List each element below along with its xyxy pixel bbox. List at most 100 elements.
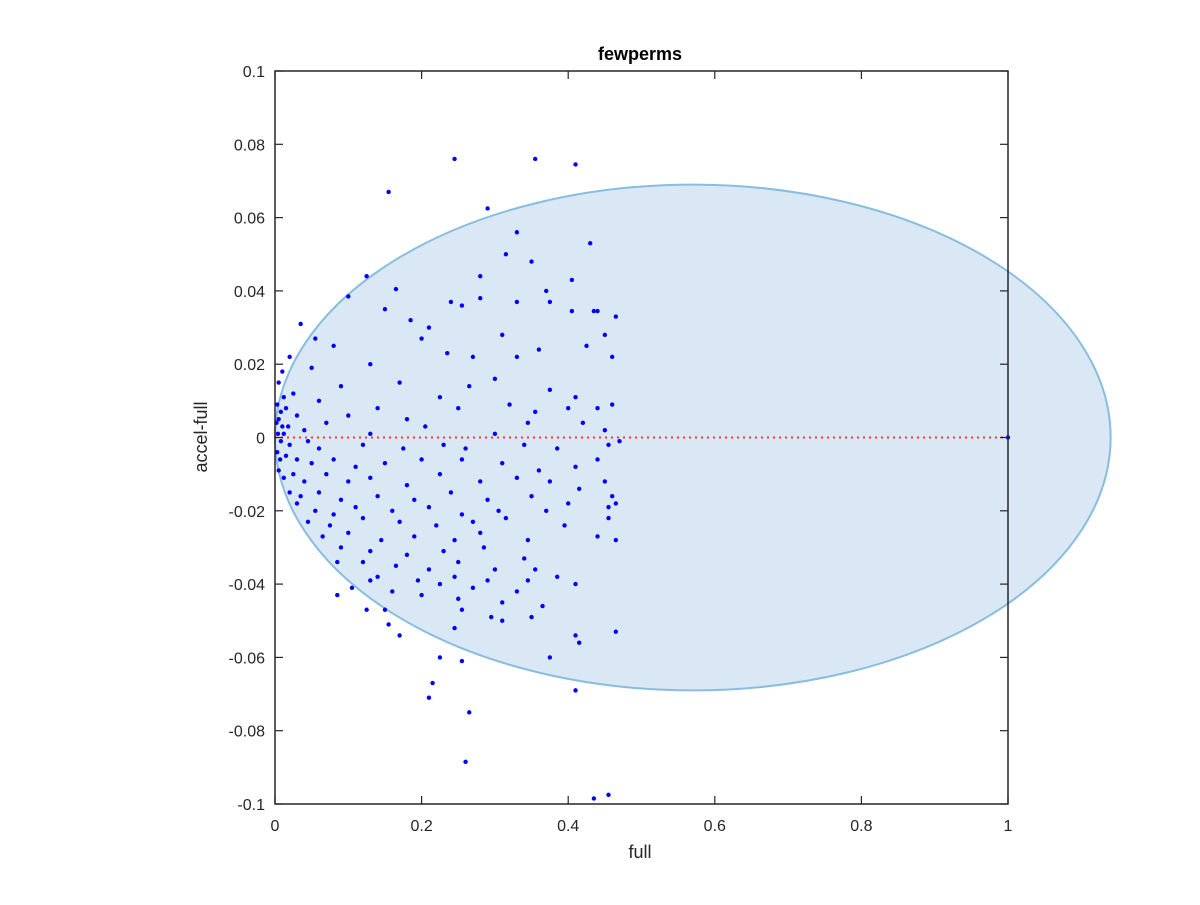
data-point bbox=[514, 299, 520, 305]
data-point bbox=[353, 504, 358, 510]
data-point bbox=[415, 578, 421, 583]
data-point bbox=[609, 402, 615, 407]
data-point bbox=[514, 230, 520, 235]
data-point bbox=[467, 383, 472, 389]
data-point bbox=[324, 420, 329, 426]
data-point bbox=[500, 332, 505, 338]
data-point bbox=[364, 607, 369, 612]
data-point bbox=[606, 442, 611, 448]
y-axis-label: accel-full bbox=[191, 401, 211, 472]
data-point bbox=[368, 362, 373, 367]
data-point bbox=[276, 416, 281, 422]
data-point bbox=[274, 449, 280, 455]
data-point bbox=[346, 479, 351, 484]
data-point bbox=[327, 523, 333, 528]
data-point bbox=[555, 574, 560, 579]
data-point bbox=[298, 493, 303, 499]
data-point bbox=[285, 424, 291, 429]
data-point bbox=[591, 308, 597, 314]
y-tick-label: 0.08 bbox=[234, 137, 265, 154]
data-point bbox=[448, 299, 454, 305]
data-point bbox=[522, 556, 527, 561]
data-point bbox=[423, 424, 428, 429]
x-tick-label: 0.8 bbox=[850, 818, 872, 835]
data-point bbox=[338, 383, 344, 389]
data-point bbox=[441, 442, 446, 448]
y-tick-label: -0.02 bbox=[229, 504, 266, 521]
data-point bbox=[514, 354, 520, 360]
data-point bbox=[281, 475, 286, 481]
data-point bbox=[489, 614, 494, 620]
data-point bbox=[397, 380, 402, 385]
data-point bbox=[500, 460, 505, 466]
data-point bbox=[401, 446, 406, 451]
data-point bbox=[294, 501, 300, 506]
data-point bbox=[437, 471, 443, 477]
y-tick-label: 0.04 bbox=[234, 284, 265, 301]
x-tick-label: 0.6 bbox=[704, 818, 726, 835]
data-point bbox=[478, 296, 483, 301]
data-point bbox=[298, 321, 303, 327]
data-point bbox=[609, 354, 615, 360]
data-point bbox=[386, 622, 391, 627]
data-point bbox=[606, 504, 611, 510]
data-point bbox=[463, 759, 468, 765]
data-point bbox=[485, 578, 490, 583]
data-point bbox=[346, 413, 351, 418]
data-point bbox=[492, 376, 498, 382]
data-point bbox=[525, 537, 531, 543]
data-point bbox=[470, 519, 476, 524]
data-point bbox=[393, 286, 399, 292]
data-point bbox=[481, 545, 487, 550]
data-point bbox=[569, 308, 575, 314]
data-point bbox=[580, 420, 586, 426]
data-point bbox=[368, 548, 373, 554]
data-point bbox=[617, 438, 622, 444]
data-point bbox=[412, 497, 417, 503]
data-point bbox=[573, 633, 578, 638]
data-point bbox=[470, 354, 476, 360]
x-tick-label: 0.2 bbox=[410, 818, 432, 835]
data-point bbox=[426, 325, 432, 330]
data-point bbox=[613, 501, 619, 506]
data-point bbox=[514, 475, 520, 481]
data-point bbox=[349, 585, 355, 590]
data-point bbox=[456, 596, 461, 601]
data-point bbox=[397, 519, 402, 524]
data-point bbox=[287, 490, 292, 495]
data-point bbox=[544, 508, 549, 513]
data-point bbox=[430, 680, 435, 686]
x-tick-label: 0.4 bbox=[557, 818, 579, 835]
data-point bbox=[525, 420, 531, 426]
data-point bbox=[375, 574, 380, 579]
data-point bbox=[324, 471, 329, 477]
data-point bbox=[335, 592, 340, 598]
data-point bbox=[459, 457, 465, 462]
data-point bbox=[302, 479, 307, 484]
data-point bbox=[459, 607, 465, 612]
data-point bbox=[500, 600, 505, 605]
data-point bbox=[533, 156, 538, 162]
data-point bbox=[305, 519, 311, 524]
data-point bbox=[276, 380, 281, 385]
data-point bbox=[291, 471, 296, 477]
data-point bbox=[492, 431, 498, 437]
data-point bbox=[492, 567, 498, 572]
data-point bbox=[555, 446, 560, 451]
x-tick-label: 1 bbox=[1004, 818, 1013, 835]
data-point bbox=[276, 468, 281, 473]
data-point bbox=[426, 695, 432, 700]
data-point bbox=[485, 497, 490, 503]
data-point bbox=[496, 508, 501, 513]
data-point bbox=[459, 303, 465, 308]
data-point bbox=[426, 504, 432, 510]
data-point bbox=[375, 493, 380, 499]
data-point bbox=[566, 501, 571, 506]
data-point bbox=[613, 537, 619, 543]
data-point bbox=[606, 792, 611, 798]
data-point bbox=[437, 394, 443, 400]
x-axis-ticks: 0 0.2 0.4 0.6 0.8 1 bbox=[271, 71, 1013, 835]
data-point bbox=[382, 607, 388, 612]
data-point bbox=[338, 497, 344, 503]
